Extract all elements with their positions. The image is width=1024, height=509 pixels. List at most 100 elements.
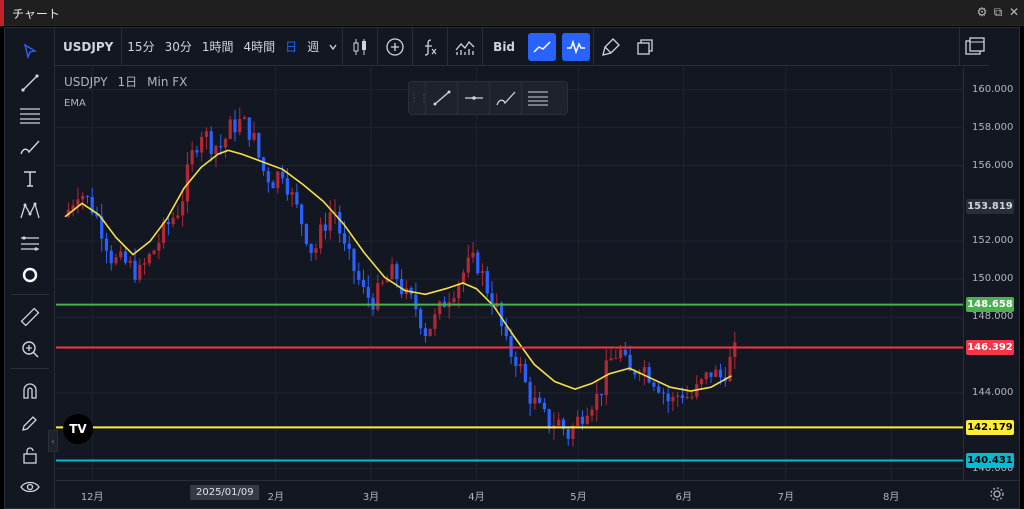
candle-body [685,396,689,399]
candle-body [380,282,385,284]
brush-icon[interactable] [15,134,45,160]
price-tick-label: 150.000 [972,273,1014,285]
candle-body [509,336,513,357]
zoom-in-icon[interactable] [15,336,45,362]
candle-body [423,328,427,337]
horizontal-ray-icon[interactable] [457,81,489,115]
candle-body [633,370,637,375]
timeframe-1d[interactable]: 日 [285,40,298,54]
tradingview-logo[interactable]: TV [63,414,93,444]
candle-body [566,429,570,439]
time-axis[interactable]: 12月 2月 3月 4月 5月 6月 7月 8月 2025/01/09 [56,480,1019,508]
trend-line-icon[interactable] [425,81,457,115]
candle-body [171,217,175,225]
clear-drawings-icon[interactable] [594,28,628,66]
timeframe-30m[interactable]: 30分 [164,40,192,54]
toolbar-divider [342,27,344,66]
text-icon[interactable] [15,166,45,192]
candle-body [342,233,347,244]
candle-body [519,363,523,367]
timeframe-4h[interactable]: 4時間 [243,40,276,54]
candle-body [538,397,542,403]
legend-indicator-ema[interactable]: EMA [64,98,86,109]
candle-body [661,392,665,394]
candle-body [266,171,270,183]
candle-body [95,213,99,217]
ruler-icon[interactable] [15,304,45,330]
candle-body [109,250,113,264]
axis-settings-icon[interactable] [989,486,1005,502]
indicators-fx-icon[interactable] [413,28,447,66]
pencil-lock-icon[interactable] [15,410,45,436]
candle-body [585,415,589,424]
candle-body [580,416,585,424]
magnet-icon[interactable] [15,378,45,404]
timeframe-15m[interactable]: 15分 [127,40,155,54]
chart-pane[interactable]: USDJPY 1日 Min FX EMA ⋮⋮ TV [56,67,963,480]
candle-body [428,328,432,337]
compare-plus-icon[interactable] [378,28,412,66]
chevron-down-icon[interactable] [324,28,342,66]
candle-body [176,215,180,218]
candle-body [181,201,185,216]
close-icon[interactable]: ✕ [1008,5,1020,19]
candle-body [476,252,480,274]
candle-body [76,199,80,206]
candle-body [628,354,632,371]
prediction-icon[interactable] [15,230,45,256]
candle-body [699,379,704,385]
candle-body [704,372,708,380]
trend-line-icon[interactable] [15,70,45,96]
drag-handle-icon[interactable]: ⋮⋮ [409,92,429,104]
chart-frame: USDJPY 15分 30分 1時間 4時間 日 週 Bid [4,27,1020,509]
candle-body [400,279,404,295]
settings-icon[interactable]: ⚙ [976,5,988,19]
time-tick-label: 6月 [675,492,692,503]
bid-line-toggle[interactable] [528,32,557,61]
bid-button[interactable]: Bid [493,39,516,54]
symbol-button[interactable]: USDJPY [63,39,114,54]
price-axis[interactable]: 160.000 158.000 156.000 152.000 150.000 148.0… [963,67,1019,480]
candle-body [576,416,580,426]
candle-type-icon[interactable] [343,28,377,66]
candlestick-chart[interactable] [56,67,963,480]
sidebar-divider [11,368,49,369]
price-badge: 142.179 [966,419,1014,435]
layout-icon[interactable] [628,28,662,66]
ask-line-toggle[interactable] [562,32,591,61]
candle-body [671,396,675,402]
candle-body [652,382,656,387]
candle-body [104,238,109,251]
timeframe-1w[interactable]: 週 [307,40,320,54]
pattern-icon[interactable] [15,198,45,224]
legend-source: Min FX [147,75,188,89]
cursor-icon[interactable] [15,38,45,64]
brush-icon[interactable] [489,81,521,115]
collapse-sidebar-handle[interactable]: ‹ [48,430,58,452]
ema-line [64,149,732,392]
candle-body [414,294,418,310]
fib-lines-icon[interactable] [521,81,553,115]
multi-chart-button[interactable] [959,28,989,66]
popout-icon[interactable]: ⧉ [993,5,1003,19]
candle-body [623,349,627,355]
price-tick-label: 148.000 [972,311,1014,323]
circle-icon[interactable] [15,262,45,288]
indicator-templates-icon[interactable] [448,28,482,66]
candle-body [81,195,85,200]
candle-body [328,212,332,231]
candle-body [571,425,575,439]
eye-icon[interactable] [15,474,45,500]
chart-toolbar: USDJPY 15分 30分 1時間 4時間 日 週 Bid [55,27,989,66]
candle-body [200,136,204,153]
lock-icon[interactable] [15,442,45,468]
candle-body [609,358,613,361]
window-title: チャート [12,7,60,21]
timeframe-1h[interactable]: 1時間 [201,40,234,54]
candle-body [461,272,466,284]
candle-body [147,254,151,264]
candle-body [190,150,194,165]
candle-body [433,314,437,329]
fib-lines-icon[interactable] [15,102,45,128]
price-badge: 140.431 [966,452,1014,468]
